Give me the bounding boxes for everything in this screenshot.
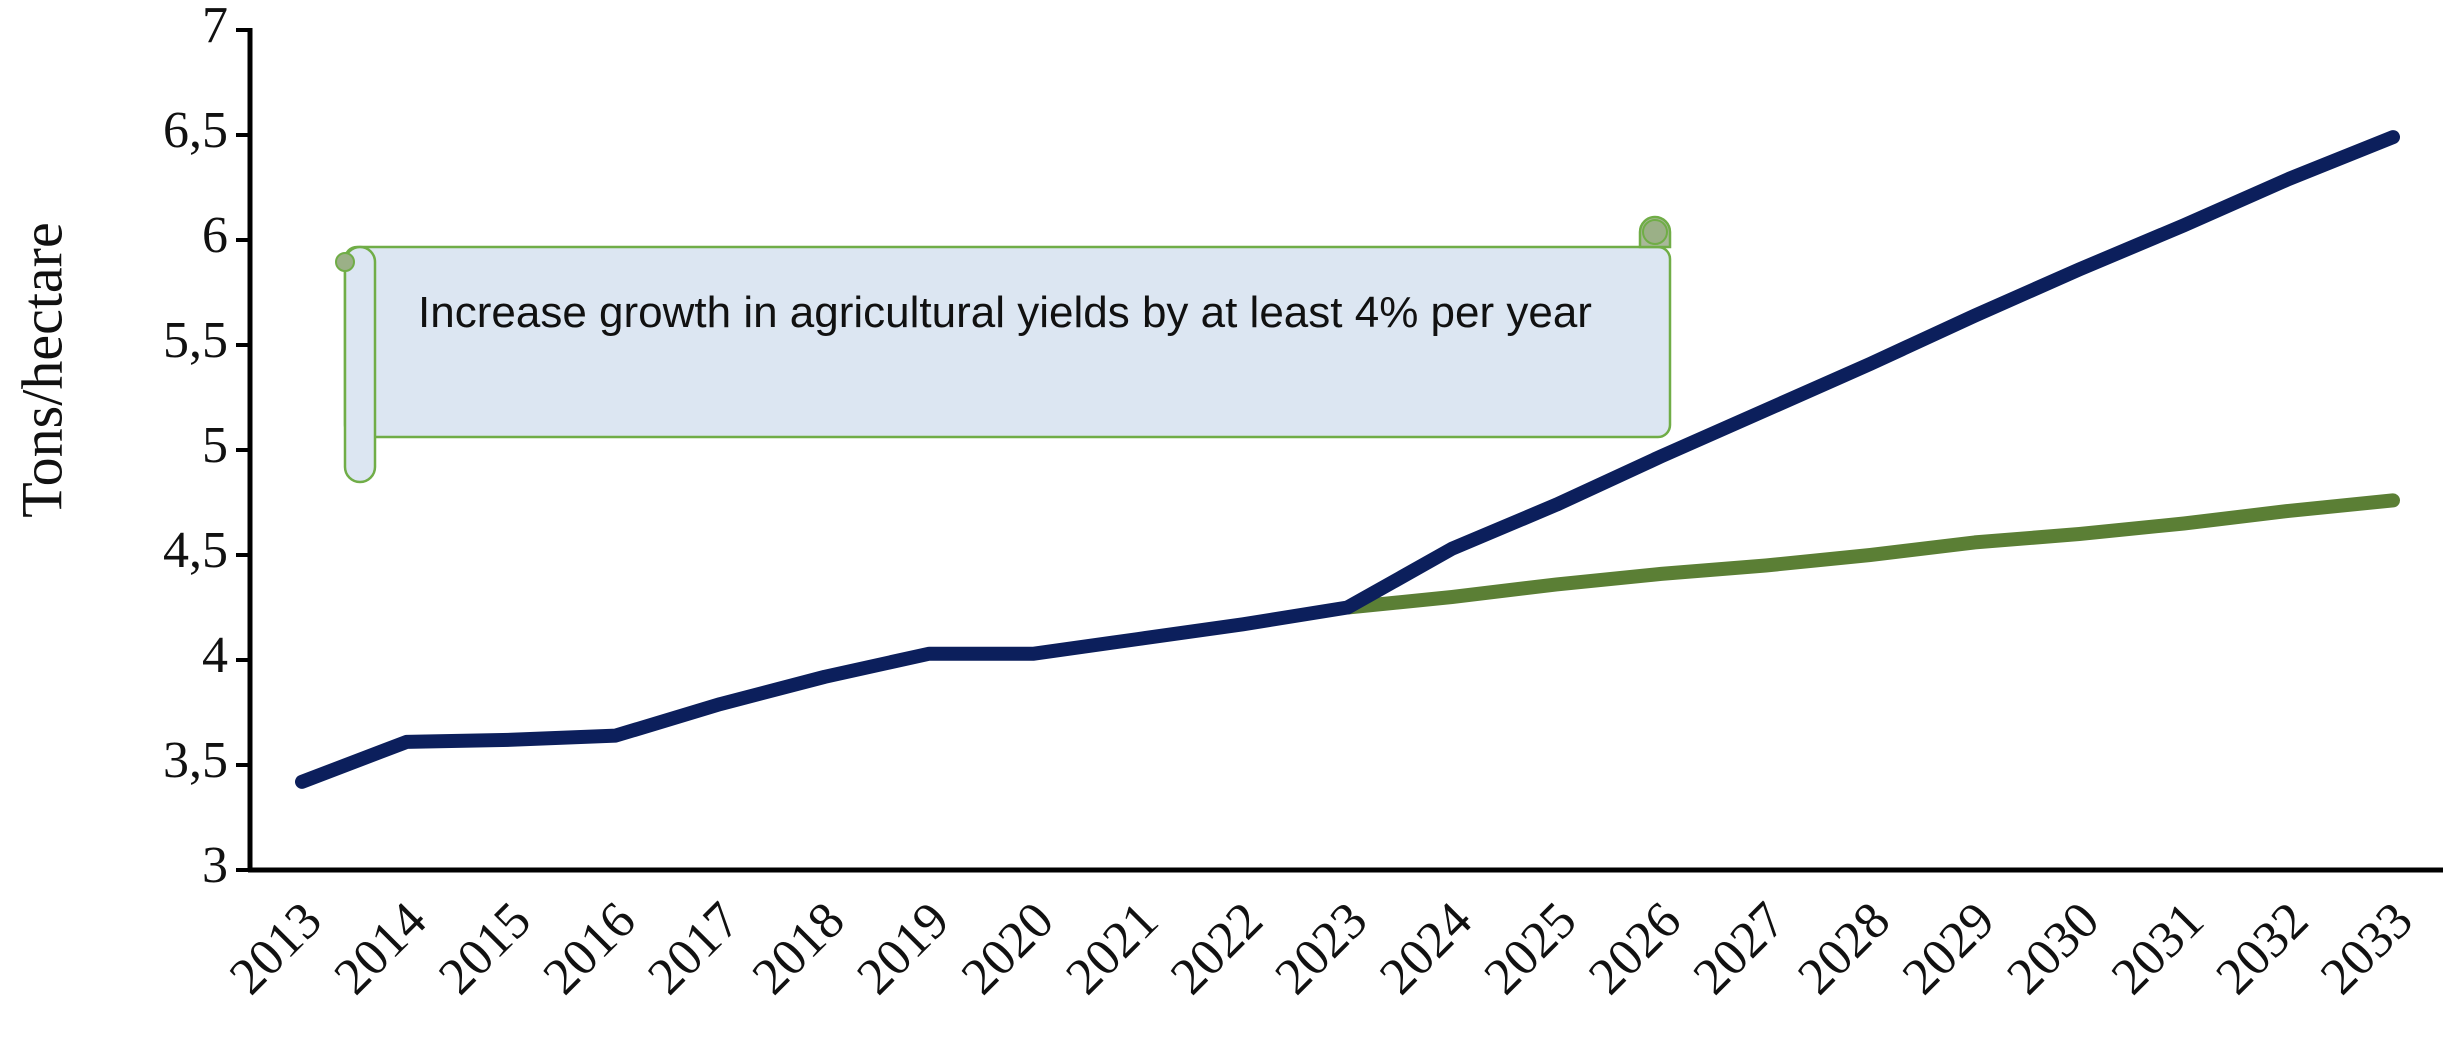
y-tick-label: 7 <box>202 0 228 54</box>
annotation-scroll <box>335 215 1672 484</box>
x-tick-label: 2023 <box>1265 892 1379 1006</box>
annotation-text: Increase growth in agricultural yields b… <box>418 288 1592 337</box>
y-tick-label: 4,5 <box>163 522 228 579</box>
x-tick-label: 2031 <box>2101 892 2215 1006</box>
x-tick-label: 2032 <box>2206 892 2320 1006</box>
x-tick-label: 2024 <box>1369 892 1483 1006</box>
y-axis-label: Tons/hectare <box>9 222 74 517</box>
x-tick-label: 2021 <box>1055 892 1169 1006</box>
x-tick-label: 2028 <box>1787 892 1901 1006</box>
y-tick-label: 4 <box>202 627 228 684</box>
y-tick-label: 6,5 <box>163 102 228 159</box>
series-line <box>1340 493 2400 615</box>
x-tick-label: 2022 <box>1160 892 1274 1006</box>
y-tick-label: 5,5 <box>163 312 228 369</box>
x-tick-label: 2026 <box>1578 892 1692 1006</box>
x-tick-label: 2018 <box>742 892 856 1006</box>
y-tick-label: 6 <box>202 207 228 264</box>
x-tick-label: 2017 <box>637 892 751 1006</box>
x-tick-label: 2013 <box>219 892 333 1006</box>
x-tick-label: 2033 <box>2310 892 2424 1006</box>
x-tick-label: 2027 <box>1683 892 1797 1006</box>
x-tick-label: 2014 <box>324 892 438 1006</box>
y-tick-label: 3,5 <box>163 732 228 789</box>
y-tick-label: 5 <box>202 417 228 474</box>
series-line <box>295 130 2400 789</box>
x-tick-label: 2019 <box>846 892 960 1006</box>
x-tick-label: 2025 <box>1474 892 1588 1006</box>
x-tick-label: 2030 <box>1996 892 2110 1006</box>
x-tick-label: 2015 <box>428 892 542 1006</box>
x-tick-label: 2020 <box>951 892 1065 1006</box>
y-tick-label: 3 <box>202 837 228 894</box>
x-tick-label: 2029 <box>1892 892 2006 1006</box>
x-tick-label: 2016 <box>533 892 647 1006</box>
